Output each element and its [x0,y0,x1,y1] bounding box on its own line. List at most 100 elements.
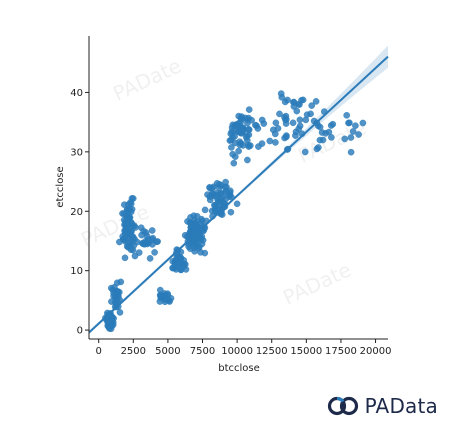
confidence-interval [89,45,388,335]
data-point [343,112,351,119]
data-point [296,116,304,124]
data-point [266,137,274,145]
y-tick-label: 0 [77,326,83,337]
brand-name: PAData [364,394,438,418]
data-point [212,207,219,215]
data-point [216,180,223,188]
x-axis-label: btcclose [218,363,260,374]
data-point [131,235,138,243]
data-point [227,208,235,216]
watermark-text: PADate [279,258,355,310]
data-point [222,178,229,186]
data-point [213,189,221,197]
y-tick-label: 40 [70,88,83,99]
data-point [328,134,335,141]
data-point [318,129,326,136]
data-point [234,128,242,136]
data-point [226,187,234,195]
data-point [198,240,206,248]
data-point [290,98,297,106]
data-point [281,114,288,121]
data-point [127,208,135,216]
data-point [192,240,199,247]
x-tick-label: 12500 [256,346,288,357]
data-point [233,200,241,208]
data-point [186,245,194,252]
data-point [209,184,216,192]
confidence-band [89,45,388,335]
data-point [355,131,362,138]
data-point [137,224,145,231]
padata-logo-icon [327,396,358,416]
data-point [148,236,156,243]
data-point [271,130,279,138]
data-point [229,150,236,158]
data-point [295,125,303,133]
data-point [116,309,124,316]
data-point [282,120,290,127]
y-tick-label: 20 [70,207,83,218]
y-tick-label: 30 [70,147,83,158]
data-point [315,144,322,151]
data-point [301,148,309,156]
data-point [121,254,129,262]
data-point [312,98,320,105]
footer: PAData [0,388,449,423]
data-point [230,159,238,167]
data-point [117,278,125,286]
data-point [341,135,349,143]
data-point [123,230,131,237]
data-point [283,132,290,139]
data-point [148,227,156,234]
data-point [296,101,303,108]
regression-line [88,55,389,334]
data-point [173,256,180,263]
data-point [349,128,357,135]
data-point [258,116,266,124]
data-point [212,201,219,209]
data-point [274,125,282,132]
data-point [237,140,245,147]
data-point [242,134,250,141]
data-point [244,156,251,164]
data-point [329,120,337,128]
chart-figure: PADate PADate PADate PADate 0 2500 5000 7500 10… [55,36,392,374]
axes-group: 0 2500 5000 7500 10000 12500 15000 17500 20000 0 1… [70,36,391,357]
data-point [143,232,151,240]
data-point [228,144,235,151]
x-tick-label: 17500 [325,346,357,357]
data-point [276,110,283,118]
data-point [161,298,169,306]
data-point [226,137,234,144]
x-tick-label: 2500 [121,346,146,357]
data-point [292,132,299,139]
data-point [146,255,154,262]
data-point [198,217,206,225]
data-point [245,143,253,150]
data-point [138,231,145,239]
data-point [123,242,131,250]
x-tick-label: 10000 [221,346,253,357]
data-point [151,249,158,256]
data-point [245,114,252,122]
data-point [258,140,266,147]
data-point [254,125,262,132]
data-point [325,128,333,136]
data-point [135,249,143,256]
data-point [120,235,127,243]
data-point [272,119,280,127]
data-point [272,139,279,146]
data-point [187,214,194,221]
y-axis-label: etcclose [55,166,66,207]
data-point [346,119,353,127]
data-point [115,293,122,300]
x-tick-label: 0 [96,346,102,357]
data-point [177,266,185,274]
data-point [201,206,209,214]
data-point [352,122,359,129]
data-point [106,321,113,329]
data-point [308,102,316,109]
x-tick-label: 7500 [190,346,215,357]
data-point [303,111,311,118]
